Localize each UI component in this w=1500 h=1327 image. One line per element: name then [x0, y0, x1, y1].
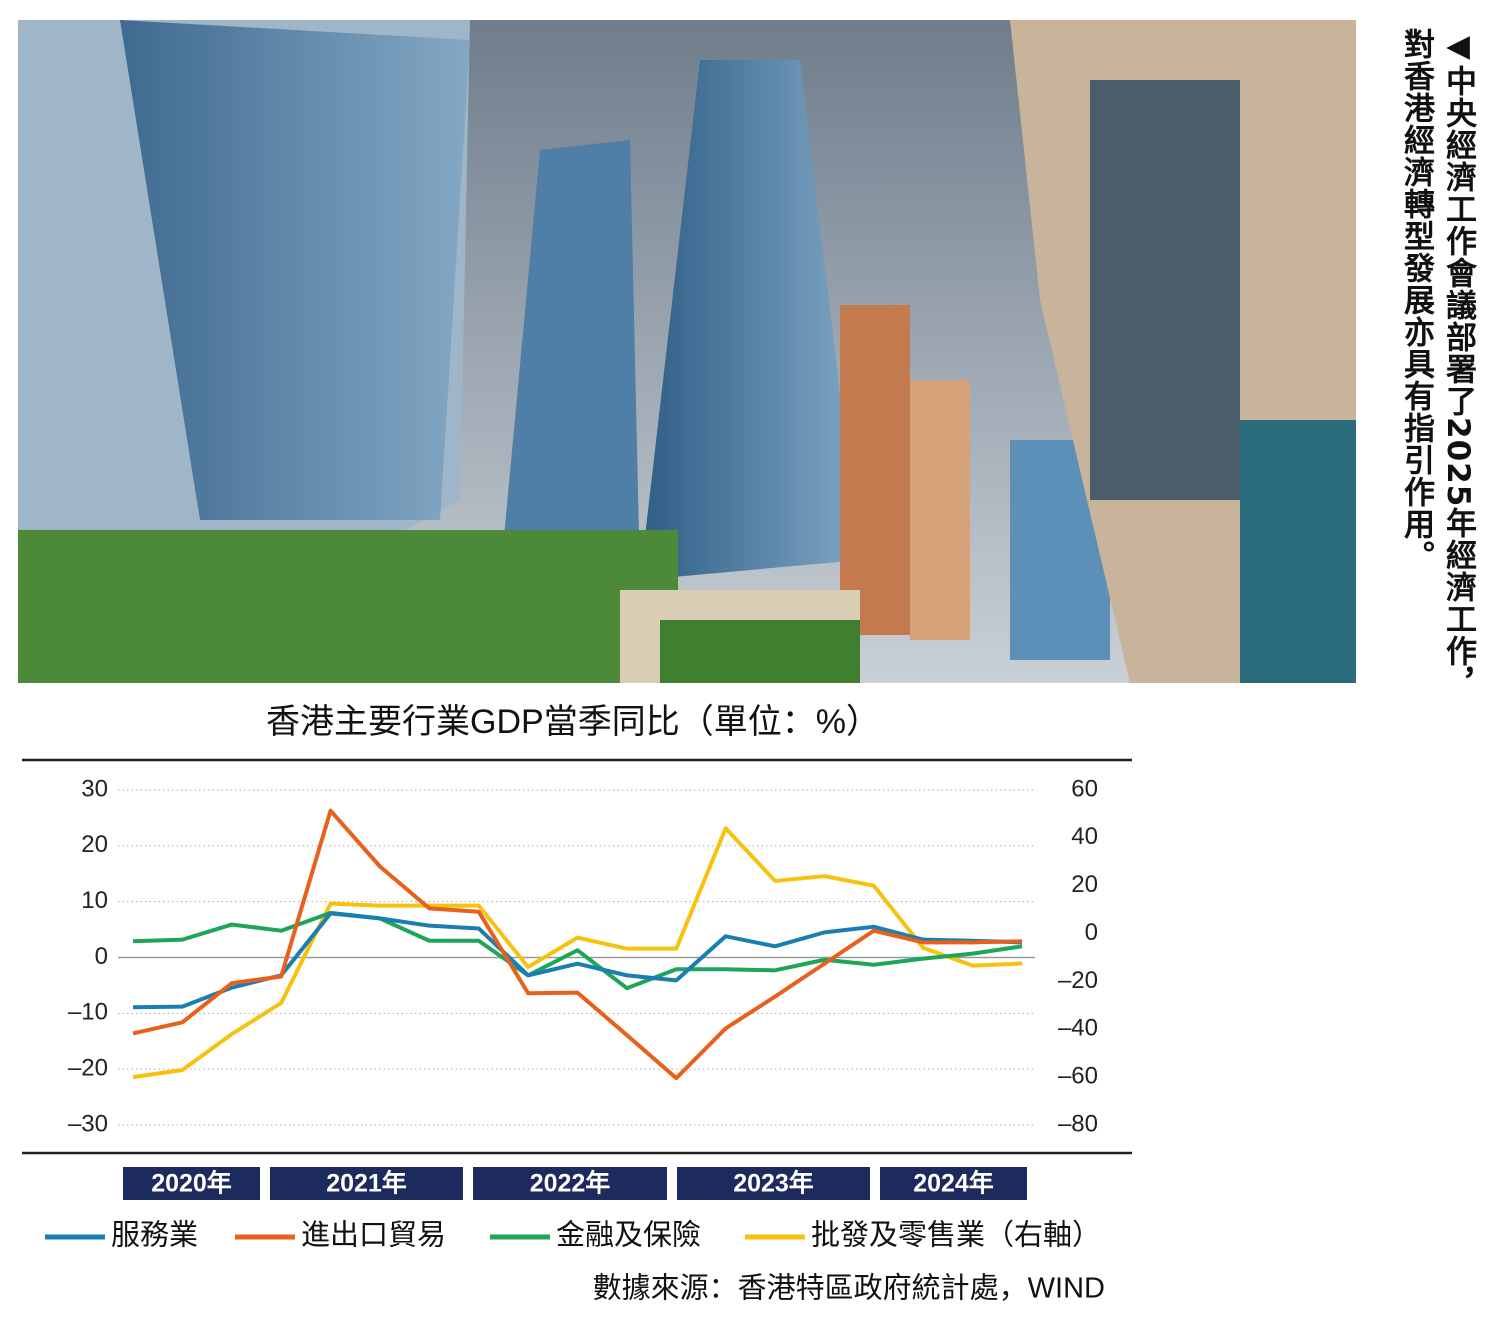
year-label: 2023年 — [733, 1169, 814, 1198]
caption-line: 對香港經濟轉型發展亦具有指引作用。 — [1398, 28, 1434, 572]
photo-caption: ◀中央經濟工作會議部署了2025年經濟工作， 對香港經濟轉型發展亦具有指引作用。 — [1395, 28, 1479, 699]
legend-label: 服務業 — [111, 1219, 198, 1252]
year-label: 2020年 — [151, 1169, 232, 1198]
series-line — [132, 910, 1023, 991]
y-tick-label: 30 — [81, 775, 108, 802]
y2-tick-label: 20 — [1071, 871, 1098, 898]
y-tick-label: –30 — [68, 1110, 108, 1137]
y2-tick-label: –80 — [1058, 1110, 1098, 1137]
y2-tick-label: –60 — [1058, 1062, 1098, 1089]
y-tick-label: 0 — [95, 943, 108, 970]
year-label: 2022年 — [530, 1169, 611, 1198]
y-tick-label: –10 — [68, 999, 108, 1026]
year-band — [880, 1167, 1027, 1200]
source-note: 數據來源：香港特區政府統計處，WIND — [593, 1272, 1105, 1305]
y-tick-label: 10 — [81, 887, 108, 914]
y2-tick-label: 0 — [1085, 919, 1098, 946]
y-tick-label: –20 — [68, 1055, 108, 1082]
year-band — [123, 1167, 260, 1200]
y2-tick-label: –20 — [1058, 967, 1098, 994]
y2-tick-label: –40 — [1058, 1015, 1098, 1042]
year-label: 2021年 — [326, 1169, 407, 1198]
legend-label: 金融及保險 — [556, 1219, 701, 1252]
year-label: 2024年 — [913, 1169, 994, 1198]
year-band — [677, 1167, 870, 1200]
series-line — [132, 808, 1023, 1081]
chart-title: 香港主要行業GDP當季同比（單位：%） — [266, 703, 880, 741]
y2-tick-label: 40 — [1071, 823, 1098, 850]
photo — [18, 20, 1356, 683]
caption-line: ◀中央經濟工作會議部署了2025年經濟工作， — [1440, 28, 1476, 700]
year-band — [473, 1167, 667, 1200]
year-band — [270, 1167, 463, 1200]
legend-label: 進出口貿易 — [301, 1219, 446, 1252]
y-tick-label: 20 — [81, 831, 108, 858]
y2-tick-label: 60 — [1071, 775, 1098, 802]
series-line — [132, 826, 1023, 1080]
legend-label: 批發及零售業（右軸） — [811, 1219, 1101, 1252]
